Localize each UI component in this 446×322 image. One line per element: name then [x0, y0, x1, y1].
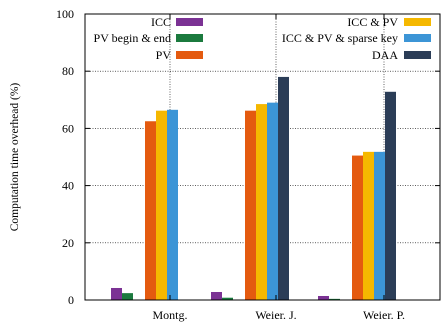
legend: ICC PV begin & end PV ICC & PV ICC & PV & sp…: [94, 15, 431, 62]
bar: [374, 151, 385, 300]
legend-swatch: [404, 34, 431, 42]
bar: [167, 109, 178, 300]
x-tick-label: Weier. P.: [363, 308, 405, 322]
y-tick-label: 80: [62, 64, 74, 78]
legend-label: DAA: [372, 48, 398, 62]
x-tick-label: Weier. J.: [255, 308, 296, 322]
bar: [352, 155, 363, 300]
legend-label: PV: [156, 48, 172, 62]
plot-frame: [84, 13, 441, 301]
legend-swatch: [176, 51, 203, 59]
legend-label: PV begin & end: [94, 31, 171, 45]
y-tick-label: 60: [62, 121, 74, 135]
bar: [278, 76, 289, 300]
bar: [318, 295, 329, 300]
bar: [145, 121, 156, 300]
legend-swatch: [176, 18, 203, 26]
legend-label: ICC: [151, 15, 171, 29]
y-axis: 0 20 40 60 80 100: [56, 7, 440, 307]
bar: [111, 287, 122, 300]
legend-swatch: [404, 51, 431, 59]
legend-label: ICC & PV: [347, 15, 398, 29]
bars: [111, 76, 396, 301]
legend-label: ICC & PV & sparse key: [282, 31, 398, 45]
y-tick-label: 100: [56, 7, 74, 21]
x-tick-label: Montg.: [152, 308, 187, 322]
bar: [385, 91, 396, 301]
legend-swatch: [176, 34, 203, 42]
y-tick-label: 0: [68, 293, 74, 307]
bar: [256, 104, 267, 300]
bar: [329, 298, 340, 300]
bar: [245, 110, 256, 300]
bar: [211, 291, 222, 300]
bar: [267, 102, 278, 300]
y-tick-label: 40: [62, 179, 74, 193]
bar: [222, 297, 233, 300]
y-tick-label: 20: [62, 236, 74, 250]
bar: [156, 110, 167, 300]
bar: [363, 151, 374, 300]
y-axis-title: Computation time overhead (%): [9, 83, 21, 232]
bar: [122, 293, 133, 300]
x-axis: Montg. Weier. J. Weier. P.: [152, 14, 405, 322]
legend-swatch: [404, 18, 431, 26]
